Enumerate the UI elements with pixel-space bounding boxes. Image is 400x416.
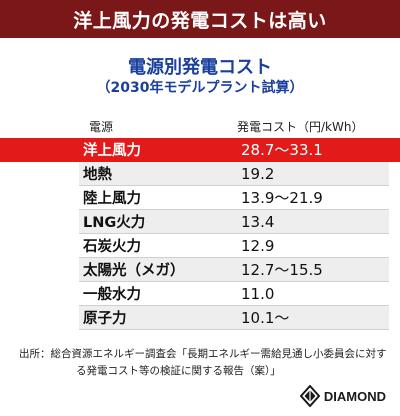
row-cost-value: 13.4 (241, 212, 275, 231)
table-row: 太陽光（メガ） 12.7～15.5 (79, 258, 389, 282)
table-header: 電源 発電コスト（円/kWh） (79, 114, 389, 138)
row-cost-value: 28.7～33.1 (241, 141, 323, 159)
row-source-label: 洋上風力 (83, 143, 141, 159)
cost-table: 電源 発電コスト（円/kWh） 洋上風力 28.7～33.1 地熱 19.2 陸上風力 1… (0, 114, 400, 330)
table-row: 陸上風力 13.9～21.9 (79, 186, 389, 210)
table-row: 一般水力 11.0 (79, 282, 389, 306)
header-title: 洋上風力の発電コストは高い (73, 9, 327, 32)
chart-title: 電源別発電コスト (128, 57, 272, 78)
diamond-logo: DIAMOND (299, 385, 386, 407)
chart-subtitle: （2030年モデルプラント試算） (96, 80, 304, 96)
row-source-label: 原子力 (83, 311, 127, 327)
row-source-label: 太陽光（メガ） (83, 263, 185, 279)
column-header-source: 電源 (89, 119, 114, 134)
table-row: 石炭火力 12.9 (79, 234, 389, 258)
table-row: 原子力 10.1～ (79, 306, 389, 330)
diamond-logo-icon (299, 385, 320, 407)
diamond-logo-text: DIAMOND (323, 388, 386, 404)
row-cost-value: 11.0 (241, 284, 275, 303)
row-source-label: 一般水力 (83, 287, 141, 303)
source-note: 出所：総合資源エネルギー調査会「長期エネルギー需給見通し小委員会に対す る発電コ… (19, 346, 389, 380)
row-cost-value: 13.9～21.9 (241, 189, 323, 207)
row-source-label: 陸上風力 (83, 191, 141, 207)
source-line-2: る発電コスト等の検証に関する報告（案）」 (76, 365, 281, 377)
table-body: 洋上風力 28.7～33.1 地熱 19.2 陸上風力 13.9～21.9 LNG火力 13.… (0, 138, 400, 330)
row-cost-value: 10.1～ (241, 309, 290, 327)
row-source-label: 石炭火力 (83, 239, 141, 255)
table-row: 洋上風力 28.7～33.1 (0, 138, 400, 162)
row-source-label: LNG火力 (83, 215, 146, 231)
row-cost-value: 12.9 (241, 236, 275, 255)
table-row: 地熱 19.2 (79, 162, 389, 186)
source-line-1: 出所：総合資源エネルギー調査会「長期エネルギー需給見通し小委員会に対す (19, 348, 387, 360)
row-source-label: 地熱 (83, 167, 112, 183)
table-row: LNG火力 13.4 (79, 210, 389, 234)
row-cost-value: 12.7～15.5 (241, 261, 323, 279)
column-header-cost: 発電コスト（円/kWh） (237, 119, 364, 134)
row-cost-value: 19.2 (241, 164, 275, 183)
header-banner: 洋上風力の発電コストは高い (0, 0, 400, 38)
